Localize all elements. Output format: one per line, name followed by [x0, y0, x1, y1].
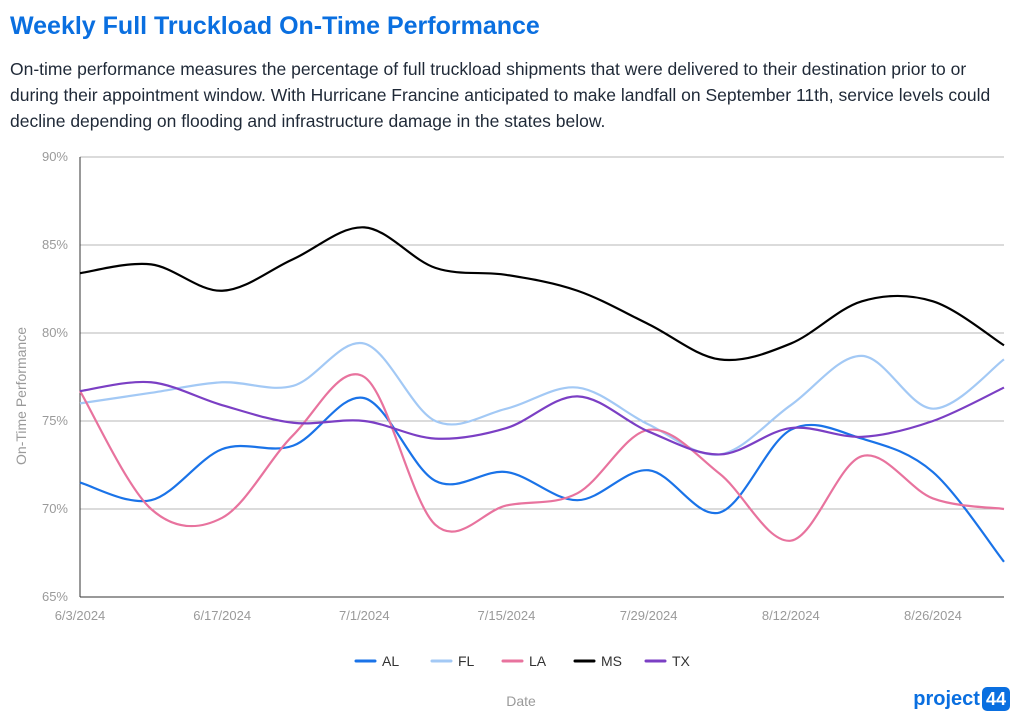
series-line-ms [79, 226, 1005, 362]
x-tick-label: 7/29/2024 [620, 608, 678, 623]
series-line-tx [79, 380, 1005, 456]
series-lines [79, 226, 1005, 563]
y-axis-title: On-Time Performance [13, 327, 29, 465]
x-axis-ticks: 6/3/2024 6/17/2024 7/1/2024 7/15/2024 7/29/2… [55, 608, 962, 623]
legend-label-la: LA [529, 653, 547, 669]
legend-label-fl: FL [458, 653, 475, 669]
series-line-al [79, 396, 1005, 563]
x-tick-label: 8/26/2024 [904, 608, 962, 623]
y-tick-label: 85% [42, 237, 68, 252]
logo-text: project [913, 687, 980, 710]
y-tick-label: 70% [42, 501, 68, 516]
y-axis-ticks: 65% 70% 75% 80% 85% 90% [42, 149, 68, 604]
series-line-la [79, 373, 1005, 542]
x-tick-label: 6/17/2024 [193, 608, 251, 623]
legend-label-tx: TX [672, 653, 691, 669]
y-tick-label: 75% [42, 413, 68, 428]
y-tick-label: 80% [42, 325, 68, 340]
legend-label-ms: MS [601, 653, 622, 669]
x-tick-label: 8/12/2024 [762, 608, 820, 623]
chart-title: Weekly Full Truckload On-Time Performanc… [10, 12, 540, 40]
series-line-fl [79, 342, 1005, 456]
x-tick-label: 7/15/2024 [478, 608, 536, 623]
x-axis-title: Date [506, 693, 536, 709]
project44-logo: project 44 [913, 687, 1010, 711]
y-tick-label: 65% [42, 589, 68, 604]
legend: AL FL LA MS TX [354, 653, 691, 669]
chart-description: On-time performance measures the percent… [10, 59, 991, 131]
y-tick-label: 90% [42, 149, 68, 164]
x-tick-label: 7/1/2024 [339, 608, 390, 623]
legend-label-al: AL [382, 653, 399, 669]
logo-badge: 44 [981, 687, 1010, 711]
grid-lines [79, 156, 1004, 598]
x-tick-label: 6/3/2024 [55, 608, 106, 623]
